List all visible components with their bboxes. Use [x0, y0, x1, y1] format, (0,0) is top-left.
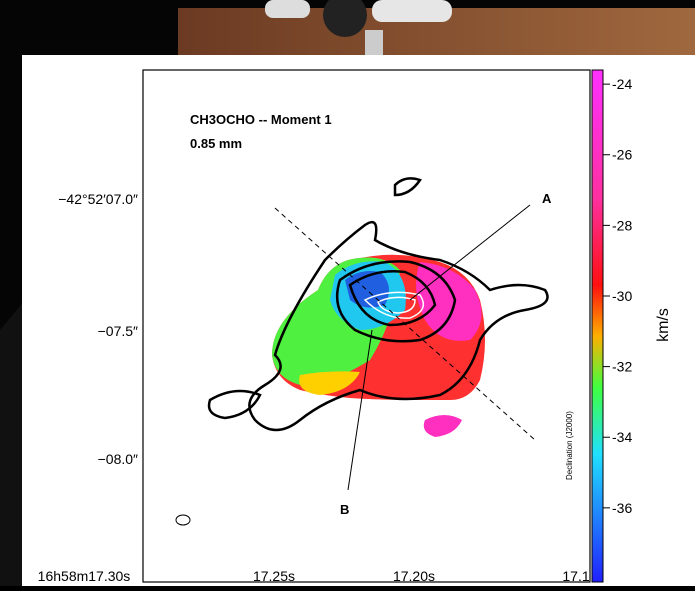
figure-subtitle: 0.85 mm — [190, 136, 242, 151]
colorbar-tick-label: -32 — [612, 359, 632, 375]
side-label: Declination (J2000) — [565, 411, 574, 480]
figure-title: CH3OCHO -- Moment 1 — [190, 112, 332, 127]
pointer-b — [347, 329, 373, 491]
pointer-a — [409, 204, 531, 301]
colorbar — [591, 69, 604, 583]
molecule — [265, 0, 452, 60]
background-panel — [0, 300, 25, 586]
contours — [207, 177, 549, 432]
colorbar-tick-label: -26 — [612, 147, 632, 163]
colorbar-tick-label: -36 — [612, 500, 632, 516]
x-label: 17.20s — [393, 568, 435, 584]
beam — [175, 514, 191, 526]
colorbar-label: km/s — [655, 308, 672, 342]
label-a: A — [542, 191, 552, 206]
y-label: −07.5″ — [98, 323, 138, 339]
cut-line — [274, 207, 536, 441]
white-contours — [363, 291, 425, 319]
colorbar-ticks: -24 -26 -28 -30 -32 -34 -36 — [603, 76, 632, 516]
x-label: 16h58m17.30s — [38, 568, 131, 584]
x-label: 17.25s — [253, 568, 295, 584]
colorbar-tick-label: -34 — [612, 429, 632, 445]
colorbar-tick-label: -24 — [612, 76, 632, 92]
x-label: 17.1 — [562, 568, 589, 584]
plot-frame — [142, 69, 591, 583]
y-label: −42°52′07.0″ — [58, 191, 138, 207]
label-b: B — [340, 502, 349, 517]
colorbar-tick-label: -28 — [612, 217, 632, 233]
y-label: −08.0″ — [98, 451, 138, 467]
colorbar-tick-label: -30 — [612, 288, 632, 304]
